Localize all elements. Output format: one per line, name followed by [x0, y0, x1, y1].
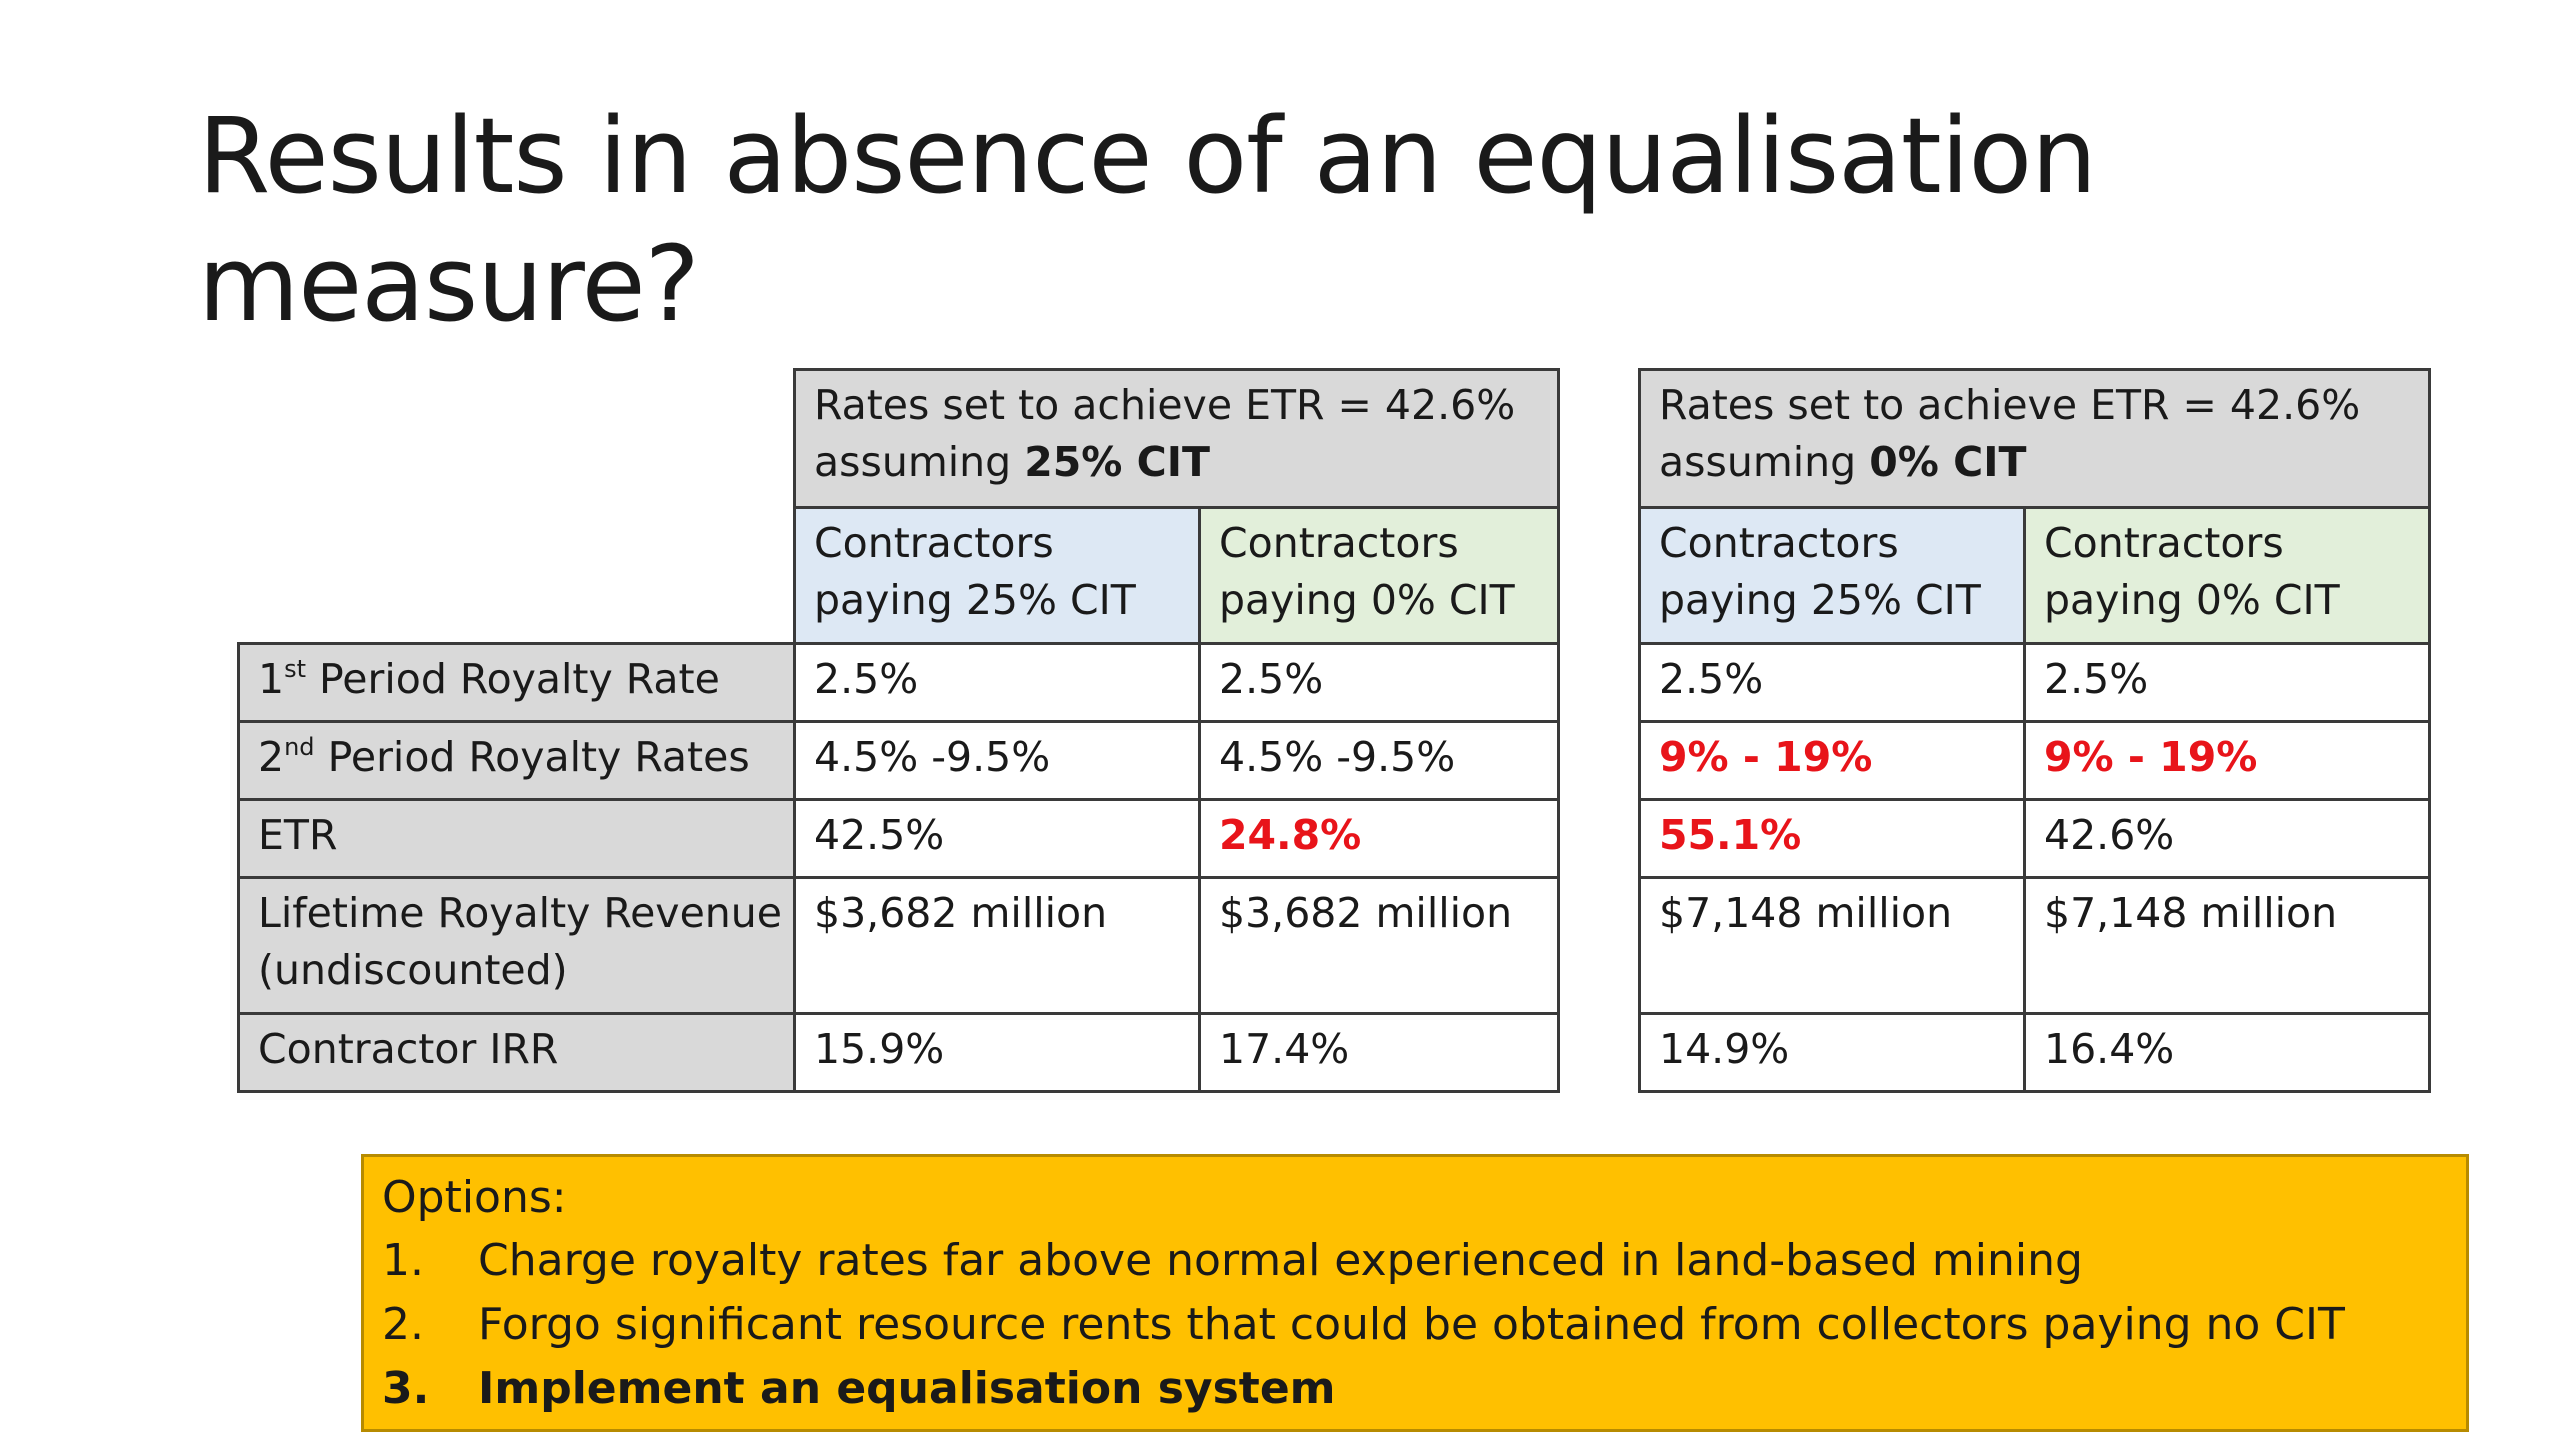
column-header-line1: Contractors	[2044, 519, 2284, 567]
cell: 14.9%	[1638, 1012, 2026, 1093]
cell: 15.9%	[793, 1012, 1201, 1093]
table-header-0-cit: Rates set to achieve ETR = 42.6% assumin…	[1638, 368, 2431, 509]
header-line1: Rates set to achieve ETR = 42.6%	[1659, 381, 2361, 429]
header-cit-bold: 0% CIT	[1869, 438, 2027, 486]
column-header-line2: paying 0% CIT	[1219, 576, 1515, 624]
row-label-2nd-period: 2nd Period Royalty Rates	[237, 720, 796, 801]
options-item: 1. Charge royalty rates far above normal…	[382, 1229, 2448, 1293]
column-header-line1: Contractors	[1659, 519, 1899, 567]
row-label-suffix: nd	[284, 733, 315, 761]
options-item-emphasized: 3. Implement an equalisation system	[382, 1357, 2448, 1421]
header-line2: assuming 25% CIT	[814, 434, 1539, 491]
row-label-text: Period Royalty Rates	[314, 733, 750, 781]
slide-title: Results in absence of an equalisation me…	[198, 95, 2097, 345]
column-header-line2: paying 0% CIT	[2044, 576, 2340, 624]
cell: 4.5% -9.5%	[1198, 720, 1560, 801]
cell: 2.5%	[1198, 642, 1560, 723]
cell: 2.5%	[1638, 642, 2026, 723]
cell-highlight: 24.8%	[1198, 798, 1560, 879]
options-item-number: 2.	[382, 1299, 424, 1350]
column-header-line2: paying 25% CIT	[814, 576, 1136, 624]
header-line1: Rates set to achieve ETR = 42.6%	[814, 381, 1516, 429]
column-header-line1: Contractors	[1219, 519, 1459, 567]
header-cit-bold: 25% CIT	[1024, 438, 1210, 486]
results-table-0-cit: Rates set to achieve ETR = 42.6% assumin…	[1638, 368, 2431, 1093]
table-corner-blank	[239, 370, 795, 508]
options-item-text: Implement an equalisation system	[478, 1363, 1336, 1414]
options-item: 2. Forgo significant resource rents that…	[382, 1293, 2448, 1357]
row-label-number: 2	[258, 733, 285, 781]
row-label-etr: ETR	[237, 798, 796, 879]
cell: 2.5%	[793, 642, 1201, 723]
cell: $7,148 million	[1638, 876, 2026, 1015]
cell: $3,682 million	[793, 876, 1201, 1015]
options-item-number: 1.	[382, 1235, 424, 1286]
row-label-contractor-irr: Contractor IRR	[237, 1012, 796, 1093]
row-label-number: 1	[258, 655, 285, 703]
table-corner-blank	[239, 508, 795, 644]
cell: 42.5%	[793, 798, 1201, 879]
column-header-line1: Contractors	[814, 519, 1054, 567]
cell: 4.5% -9.5%	[793, 720, 1201, 801]
column-header-25-cit: Contractors paying 25% CIT	[793, 506, 1201, 645]
header-prefix: assuming	[814, 438, 1025, 486]
row-label-line1: Lifetime Royalty Revenue	[258, 889, 782, 937]
cell-highlight: 55.1%	[1638, 798, 2026, 879]
cell: 2.5%	[2023, 642, 2431, 723]
row-label-text: Period Royalty Rate	[306, 655, 720, 703]
header-prefix: assuming	[1659, 438, 1870, 486]
column-header-0-cit: Contractors paying 0% CIT	[1198, 506, 1560, 645]
options-item-number: 3.	[382, 1363, 430, 1414]
row-label-lifetime-revenue: Lifetime Royalty Revenue (undiscounted)	[237, 876, 796, 1015]
cell-highlight: 9% - 19%	[1638, 720, 2026, 801]
column-header-line2: paying 25% CIT	[1659, 576, 1981, 624]
cell: $7,148 million	[2023, 876, 2431, 1015]
options-heading: Options:	[382, 1172, 567, 1223]
cell: 16.4%	[2023, 1012, 2431, 1093]
options-box: Options: 1. Charge royalty rates far abo…	[361, 1154, 2469, 1432]
header-line2: assuming 0% CIT	[1659, 434, 2410, 491]
table-header-25-cit: Rates set to achieve ETR = 42.6% assumin…	[793, 368, 1560, 509]
row-label-line2: (undiscounted)	[258, 946, 568, 994]
options-item-text: Charge royalty rates far above normal ex…	[478, 1235, 2083, 1286]
row-label-1st-period: 1st Period Royalty Rate	[237, 642, 796, 723]
cell: $3,682 million	[1198, 876, 1560, 1015]
cell: 17.4%	[1198, 1012, 1560, 1093]
row-label-suffix: st	[284, 655, 307, 683]
column-header-25-cit: Contractors paying 25% CIT	[1638, 506, 2026, 645]
column-header-0-cit: Contractors paying 0% CIT	[2023, 506, 2431, 645]
options-item-text: Forgo significant resource rents that co…	[478, 1299, 2345, 1350]
cell-highlight: 9% - 19%	[2023, 720, 2431, 801]
results-table-25-cit: Rates set to achieve ETR = 42.6% assumin…	[237, 368, 1560, 1093]
cell: 42.6%	[2023, 798, 2431, 879]
